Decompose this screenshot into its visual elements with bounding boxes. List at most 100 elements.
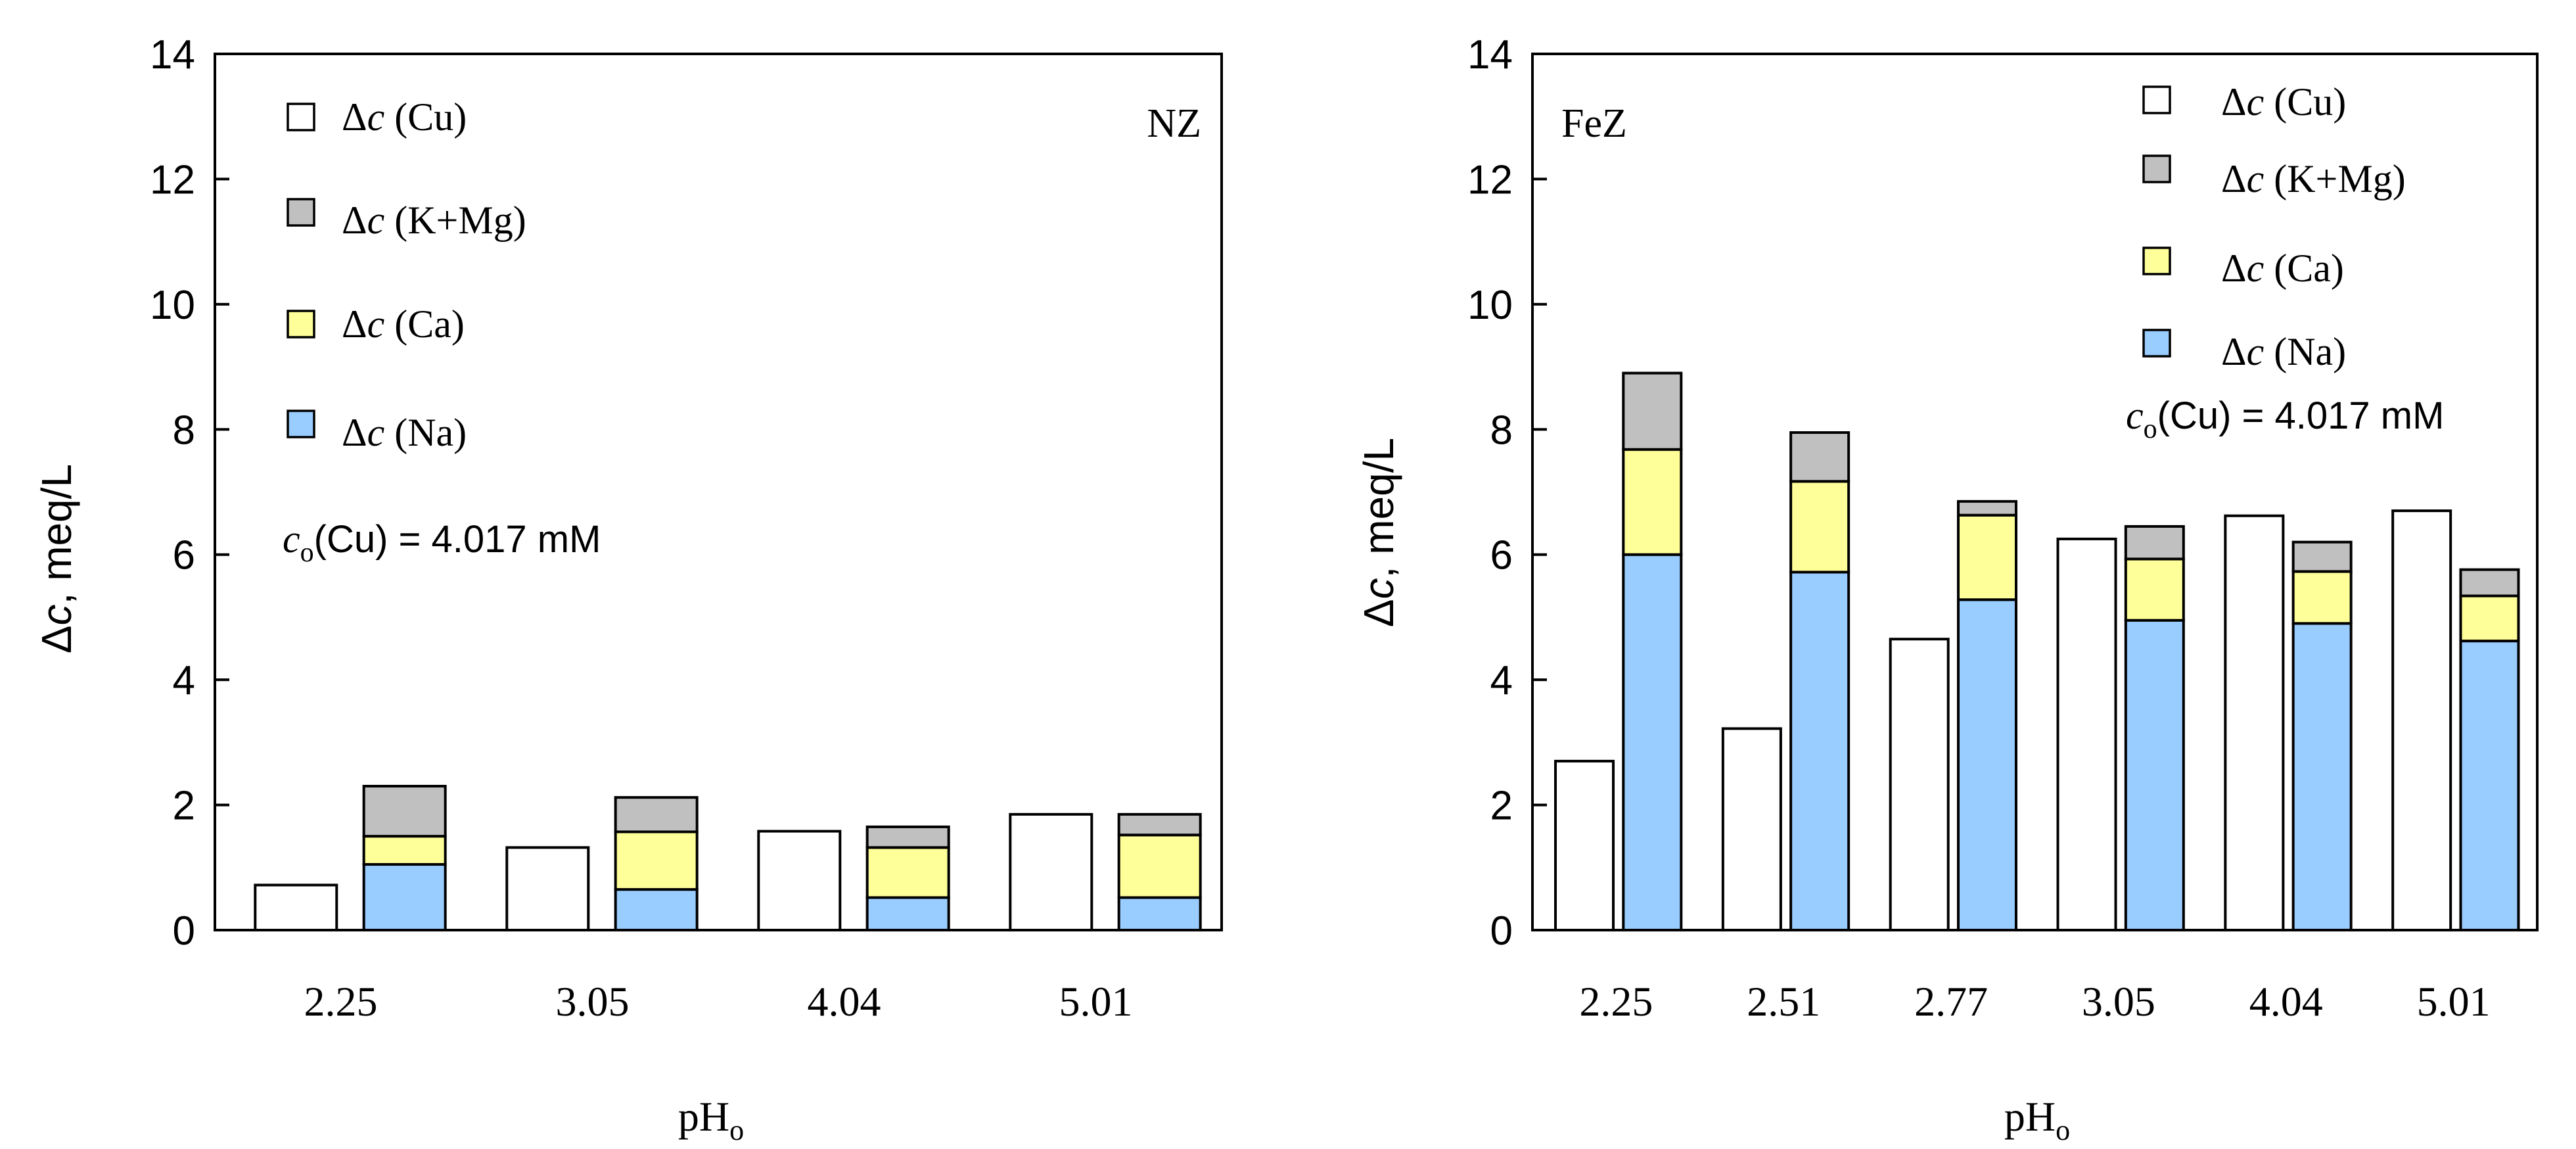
bar-cu-3.05	[2056, 537, 2117, 931]
y-axis-ticks	[215, 53, 229, 931]
bar-kmg-4.04	[2291, 540, 2353, 573]
bar-na-3.05	[614, 888, 699, 932]
bar-kmg-5.01	[2459, 568, 2520, 598]
bar-na-4.04	[2291, 622, 2353, 931]
bar-na-2.25	[362, 863, 447, 932]
y-tick-label: 4	[173, 658, 195, 703]
x-tick-labels: 2.25 2.51 2.77 3.05 4.04 5.01	[1579, 978, 2490, 1025]
x-tick-label: 5.01	[1059, 978, 1133, 1025]
svg-text:Δc (Ca): Δc (Ca)	[2221, 246, 2344, 290]
y-tick-label: 0	[1490, 908, 1513, 954]
y-tick-label: 14	[150, 32, 195, 78]
x-axis-label: pHo	[678, 1093, 744, 1146]
chart-title-fez: FeZ	[1561, 101, 1627, 146]
y-tick-label: 8	[1490, 408, 1513, 453]
x-tick-labels: 2.25 3.05 4.04 5.01	[304, 978, 1133, 1025]
bar-kmg-2.51	[1789, 431, 1851, 483]
bar-cu-2.25	[254, 883, 338, 931]
y-tick-label: 2	[1490, 784, 1513, 829]
plot-frame	[214, 53, 1223, 931]
legend-swatch-ca	[287, 310, 315, 339]
legend-item-na: Δc (Na)	[287, 410, 467, 454]
bar-na-5.01	[2459, 640, 2520, 931]
y-tick-label: 2	[173, 784, 195, 829]
bar-na-5.01	[1117, 896, 1202, 931]
legend-item-kmg: Δc (K+Mg)	[2142, 154, 2406, 200]
svg-text:Δc (K+Mg): Δc (K+Mg)	[2221, 157, 2406, 200]
bar-cu-2.77	[1889, 638, 1950, 932]
svg-text:Δc (Cu): Δc (Cu)	[2221, 80, 2346, 124]
bar-cu-2.25	[1554, 759, 1615, 931]
chart-fez: 0 2 4 6 8 10 12 14 2.25 2.51 2.77 3.05 4.04 5.01 FeZ…	[1355, 32, 2539, 1146]
legend-item-cu: Δc (Cu)	[287, 95, 467, 139]
x-tick-label: 2.77	[1914, 978, 1988, 1025]
svg-text:Δc (Na): Δc (Na)	[2221, 330, 2346, 373]
bar-cu-2.51	[1721, 727, 1782, 932]
bar-cu-4.04	[2224, 514, 2285, 931]
bar-kmg-3.05	[614, 796, 699, 833]
bar-cu-5.01	[2391, 509, 2452, 931]
x-tick-label: 2.25	[304, 978, 378, 1025]
x-tick-label: 4.04	[808, 978, 881, 1025]
bar-kmg-2.77	[1956, 500, 2017, 517]
bar-ca-2.51	[1789, 480, 1851, 574]
bar-ca-2.25	[1622, 448, 1683, 556]
bar-ca-5.01	[1117, 833, 1202, 899]
y-tick-label: 4	[1490, 658, 1513, 703]
x-tick-label: 3.05	[556, 978, 630, 1025]
legend: Δc (Cu) Δc (K+Mg) Δc (Ca) Δc (Na)	[2142, 80, 2406, 373]
x-axis-label: pHo	[2004, 1093, 2070, 1146]
legend-swatch-ca	[2142, 246, 2171, 275]
bar-ca-2.77	[1956, 513, 2017, 601]
y-tick-label: 12	[1467, 157, 1513, 202]
bar-kmg-3.05	[2124, 525, 2185, 561]
bar-na-2.51	[1789, 571, 1851, 931]
y-tick-label: 10	[150, 283, 195, 328]
bar-na-3.05	[2124, 619, 2185, 931]
bar-cu-5.01	[1009, 812, 1093, 931]
x-tick-label: 2.25	[1579, 978, 1653, 1025]
legend-swatch-na	[287, 410, 315, 438]
legend-item-ca: Δc (Ca)	[287, 302, 465, 346]
bars	[254, 785, 1202, 932]
bar-na-4.04	[865, 896, 950, 931]
legend-swatch-na	[2142, 329, 2171, 358]
y-tick-labels: 0 2 4 6 8 10 12 14	[150, 32, 195, 954]
legend-item-ca: Δc (Ca)	[2142, 246, 2344, 290]
x-tick-label: 2.51	[1747, 978, 1820, 1025]
bar-ca-5.01	[2459, 594, 2520, 643]
y-axis-label: Δc, meq/L	[1355, 438, 1402, 627]
x-tick-label: 4.04	[2249, 978, 2323, 1025]
svg-text:Δc (Ca): Δc (Ca)	[342, 302, 465, 346]
svg-text:Δc (K+Mg): Δc (K+Mg)	[342, 199, 526, 242]
initial-concentration-note: co(Cu) = 4.017 mM	[2126, 394, 2444, 444]
y-tick-label: 14	[1467, 32, 1513, 78]
bar-ca-2.25	[362, 835, 447, 866]
bar-kmg-4.04	[865, 825, 950, 849]
legend-item-cu: Δc (Cu)	[2142, 80, 2346, 124]
y-tick-labels: 0 2 4 6 8 10 12 14	[1467, 32, 1513, 954]
y-tick-label: 0	[173, 908, 195, 954]
bar-kmg-2.25	[1622, 371, 1683, 451]
bar-ca-4.04	[865, 846, 950, 899]
legend-swatch-cu	[287, 103, 315, 131]
y-tick-label: 12	[150, 157, 195, 202]
chart-title-nz: NZ	[1147, 101, 1201, 146]
legend-swatch-kmg	[287, 198, 315, 227]
y-tick-label: 6	[1490, 533, 1513, 578]
legend: Δc (Cu) Δc (K+Mg) Δc (Ca) Δc (Na)	[287, 95, 526, 454]
chart-nz: 0 2 4 6 8 10 12 14 2.25 3.05 4.04 5.01 NZ Δc (Cu) …	[33, 32, 1223, 1146]
x-tick-label: 5.01	[2417, 978, 2491, 1025]
legend-swatch-kmg	[2142, 154, 2171, 183]
svg-text:Δc (Cu): Δc (Cu)	[342, 95, 467, 139]
bar-cu-4.04	[757, 830, 842, 931]
initial-concentration-note: co(Cu) = 4.017 mM	[283, 517, 601, 568]
bar-cu-3.05	[505, 846, 590, 931]
bar-ca-3.05	[2124, 557, 2185, 622]
bar-na-2.25	[1622, 553, 1683, 931]
svg-text:Δc (Na): Δc (Na)	[342, 411, 467, 454]
bar-ca-4.04	[2291, 570, 2353, 625]
bar-ca-3.05	[614, 830, 699, 891]
bars	[1554, 371, 2520, 932]
